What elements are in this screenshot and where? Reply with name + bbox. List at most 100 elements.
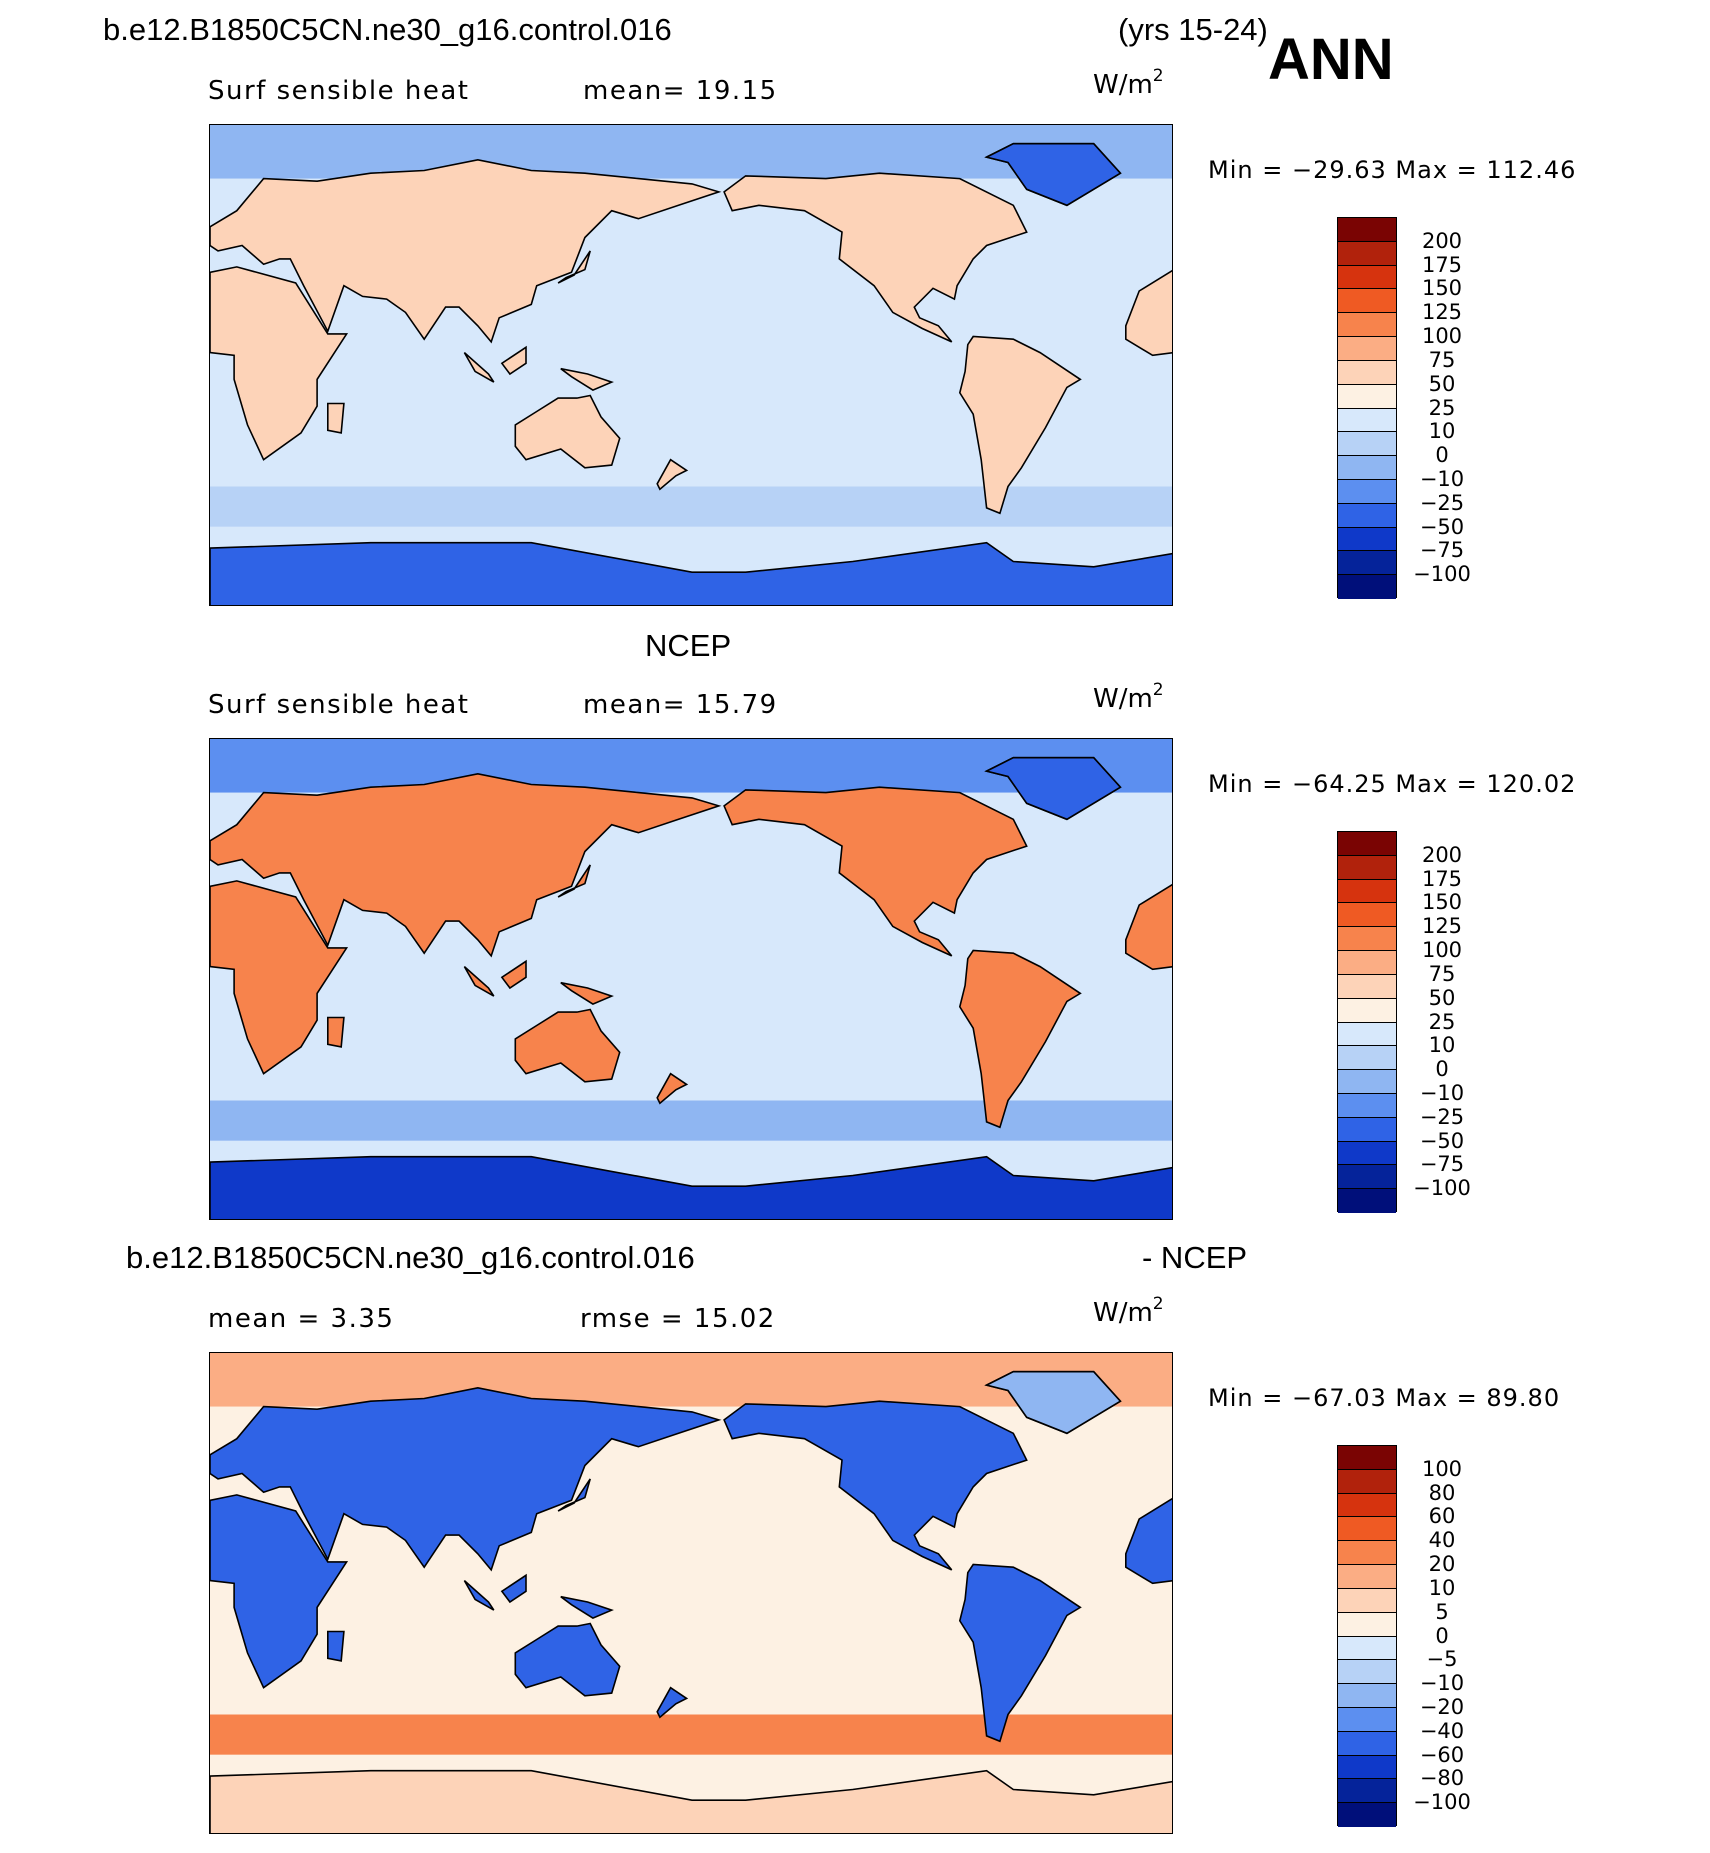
continent-outline [514,1622,621,1697]
colorbar-tick-label: 200 [1421,228,1463,253]
years-label: (yrs 15-24) [1118,12,1268,47]
continent-outline [500,345,527,376]
continent-outline [500,959,527,990]
colorbar-swatch [1338,384,1396,409]
colorbar-tick-label: 25 [1428,395,1456,420]
colorbar-swatch [1338,527,1396,552]
colorbar-tick-label: −50 [1419,1128,1465,1153]
colorbar-tick-label: 150 [1421,890,1463,915]
colorbar-swatch [1338,832,1396,856]
panel3-minmax: Min = −67.03 Max = 89.80 [1208,1384,1561,1412]
continent-outline [210,1494,349,1689]
colorbar-swatch [1338,1117,1396,1142]
colorbar-swatch [1338,1189,1396,1213]
antarctica-outline [210,541,1172,605]
colorbar-tick-label: 200 [1421,842,1463,867]
colorbar-tick-label: −10 [1419,1671,1465,1696]
colorbar-tick-label: 50 [1428,371,1456,396]
colorbar-tick-label: −25 [1419,490,1465,515]
continent-outline [210,772,722,958]
continent-outline [327,1630,345,1662]
panel2-minmax: Min = −64.25 Max = 120.02 [1208,770,1577,798]
colorbar-swatch [1338,1731,1396,1756]
greenland-outline [984,1370,1122,1435]
colorbar-tick-label: −100 [1413,562,1471,587]
colorbar-swatch [1338,1141,1396,1166]
panel2-colorbar [1337,831,1397,1213]
panel3-colorbar [1337,1445,1397,1827]
colorbar-tick-label: −50 [1419,514,1465,539]
colorbar-tick-label: −75 [1419,1152,1465,1177]
colorbar-swatch [1338,879,1396,904]
continent-outline [210,1386,722,1572]
continent-outline [514,394,621,469]
continent-outline [723,786,1028,957]
colorbar-swatch [1338,337,1396,361]
continent-outline [656,458,689,491]
continent-outline [560,981,614,1005]
panel1-units: W/m2 [1093,66,1164,100]
panel1-mean: mean= 19.15 [583,76,778,106]
antarctica-outline [210,1769,1172,1833]
panel1-colorbar [1337,217,1397,599]
antarctica-outline [210,1155,1172,1219]
colorbar-tick-label: 50 [1428,985,1456,1010]
colorbar-swatch [1338,974,1396,999]
colorbar-tick-label: −75 [1419,538,1465,563]
continent-outline [1125,883,1172,971]
colorbar-swatch [1338,1803,1396,1827]
continent-outline [210,266,349,461]
colorbar-swatch [1338,1660,1396,1685]
colorbar-swatch [1338,313,1396,338]
continent-outline [514,1008,621,1083]
continent-outline [463,1580,495,1611]
continent-outline [958,949,1082,1129]
colorbar-swatch [1338,1565,1396,1589]
colorbar-swatch [1338,1093,1396,1118]
panel3-title-right: - NCEP [1142,1240,1248,1275]
colorbar-tick-label: 100 [1421,1456,1463,1481]
colorbar-swatch [1338,551,1396,576]
continent-outline [557,250,591,284]
colorbar-tick-label: −40 [1419,1718,1465,1743]
panel1-variable: Surf sensible heat [208,76,470,106]
colorbar-tick-label: 10 [1428,1033,1456,1058]
colorbar-tick-label: 40 [1428,1528,1456,1553]
colorbar-swatch [1338,456,1396,480]
colorbar-tick-label: 10 [1428,419,1456,444]
colorbar-tick-label: 0 [1435,443,1449,468]
colorbar-swatch [1338,265,1396,290]
colorbar-tick-label: 75 [1428,961,1456,986]
panel2-map [209,738,1173,1220]
colorbar-swatch [1338,1446,1396,1470]
colorbar-swatch [1338,1755,1396,1780]
colorbar-tick-label: 10 [1428,1575,1456,1600]
panel1-minmax: Min = −29.63 Max = 112.46 [1208,156,1577,184]
colorbar-tick-label: 0 [1435,1057,1449,1082]
colorbar-swatch [1338,927,1396,952]
colorbar-swatch [1338,903,1396,928]
colorbar-tick-label: −100 [1413,1176,1471,1201]
continent-outline [656,1686,689,1719]
southern-ocean-band [210,1714,1172,1755]
colorbar-swatch [1338,1493,1396,1518]
colorbar-swatch [1338,1707,1396,1732]
continent-outline [210,880,349,1075]
season-label: ANN [1268,27,1394,92]
colorbar-swatch [1338,479,1396,504]
colorbar-swatch [1338,1779,1396,1804]
panel3-map [209,1352,1173,1834]
greenland-outline [984,142,1122,207]
colorbar-tick-label: −5 [1426,1647,1458,1672]
continent-outline [560,367,614,391]
panel3-title: b.e12.B1850C5CN.ne30_g16.control.016 [126,1240,695,1275]
colorbar-swatch [1338,503,1396,528]
panel3-mean: mean = 3.35 [208,1304,395,1334]
colorbar-tick-label: 60 [1428,1504,1456,1529]
continent-outline [557,1478,591,1512]
continent-outline [463,966,495,997]
colorbar-tick-label: −60 [1419,1742,1465,1767]
colorbar-swatch [1338,855,1396,880]
colorbar-tick-label: 25 [1428,1009,1456,1034]
colorbar-swatch [1338,1612,1396,1637]
